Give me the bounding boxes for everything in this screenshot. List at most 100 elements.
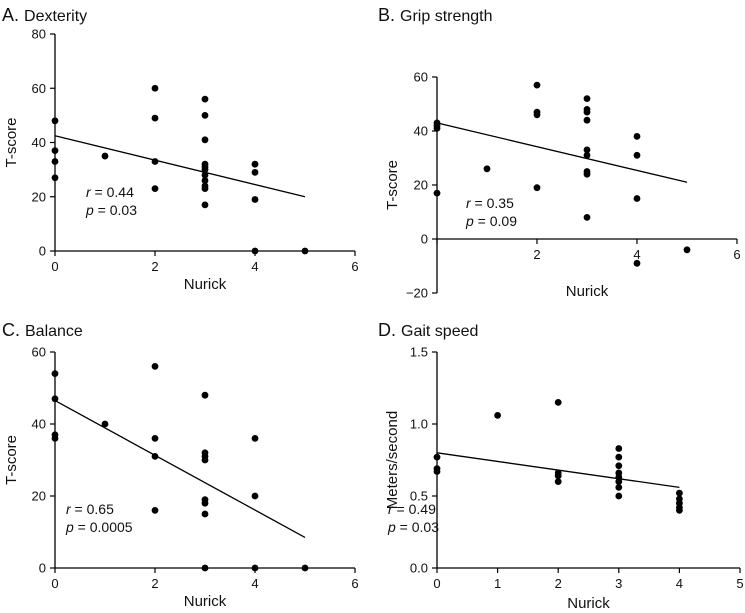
- panel-d-r-value: r = 0.49: [388, 501, 436, 517]
- panel-b-y-tick-label: 60: [414, 70, 428, 85]
- panel-a-data-point: [201, 111, 209, 119]
- panel-c-x-tick-label: 2: [151, 576, 158, 591]
- panel-a-data-point: [251, 247, 259, 255]
- panel-a-data-point: [201, 185, 209, 193]
- panel-b-data-point: [633, 259, 641, 267]
- panel-a-data-point: [151, 158, 159, 165]
- panel-a-data-point: [151, 114, 159, 122]
- panel-c-data-point: [151, 453, 159, 460]
- panel-a-p-value: p = 0.03: [85, 202, 137, 218]
- panel-a-y-tick-label: 0: [39, 244, 46, 259]
- panel-b-x-tick-label: 6: [733, 247, 740, 262]
- panel-c-y-tick-label: 40: [32, 417, 46, 432]
- panel-c-x-tick-label: 4: [251, 576, 258, 591]
- panel-a-title: A. Dexterity: [2, 5, 87, 25]
- panel-a-trend-line: [54, 135, 306, 198]
- panel-d-data-point: [433, 453, 441, 461]
- panel-a-y-tick-label: 60: [32, 81, 46, 96]
- panel-b-data-point: [533, 111, 541, 119]
- panel-c-data-point: [201, 391, 209, 399]
- panel-a-data-point: [51, 147, 59, 155]
- panel-b-y-tick-label: −20: [406, 286, 428, 301]
- panel-a-data-point: [51, 117, 59, 125]
- panel-a-data-point: [51, 174, 59, 182]
- panel-b-data-point: [583, 116, 591, 124]
- panel-a-x-tick-label: 6: [351, 259, 358, 274]
- panel-c-data-point: [51, 435, 59, 442]
- panel-a-data-point: [201, 177, 209, 184]
- panel-d-x-tick-label: 1: [494, 576, 501, 591]
- panel-d-data-point: [494, 411, 501, 419]
- panel-a-data-point: [151, 185, 159, 193]
- panel-b-data-point: [483, 165, 491, 173]
- panel-b-data-point: [583, 108, 591, 116]
- panel-a-y-tick-label: 80: [32, 27, 46, 42]
- panel-d-data-point: [615, 483, 623, 491]
- panel-d-data-point: [676, 507, 683, 514]
- panel-a-data-point: [201, 201, 209, 209]
- panel-d-data-point: [554, 472, 562, 480]
- panel-d-title: D. Gait speed: [378, 320, 478, 340]
- panel-c-data-point: [101, 420, 109, 428]
- panel-d-x-tick-label: 3: [615, 576, 622, 591]
- panel-a-data-point: [251, 160, 259, 168]
- panel-a-x-axis-label: Nurick: [184, 276, 227, 293]
- panel-a-r-value: r = 0.44: [86, 184, 134, 200]
- panel-b-y-axis-label: T-score: [384, 160, 401, 210]
- panel-a-y-tick-label: 20: [32, 189, 46, 204]
- panel-d-data-point: [615, 478, 623, 485]
- panel-c-data-point: [251, 564, 259, 572]
- panel-a-data-point: [251, 168, 259, 176]
- panel-d-data-point: [676, 489, 683, 497]
- panel-c-data-point: [201, 510, 209, 518]
- panel-b-x-axis-label: Nurick: [566, 283, 609, 300]
- panel-d-y-tick-label: 0.5: [410, 489, 428, 504]
- panel-c-x-tick-label: 0: [51, 576, 58, 591]
- panel-b-data-point: [683, 246, 691, 254]
- panel-c-data-point: [151, 507, 159, 514]
- panel-b-data-point: [433, 189, 441, 197]
- panel-c-data-point: [251, 492, 259, 500]
- panel-d-p-value: p = 0.03: [387, 519, 439, 535]
- panel-a-data-point: [51, 158, 59, 165]
- panel-d-y-tick-label: 1.5: [410, 345, 428, 360]
- panel-d-x-axis-label: Nurick: [567, 595, 610, 612]
- panel-d-x-tick-label: 2: [555, 576, 562, 591]
- panel-c-p-value: p = 0.0005: [65, 519, 133, 535]
- panel-d-y-axis-label: Meters/second: [384, 411, 401, 509]
- panel-c-title: C. Balance: [2, 320, 83, 340]
- panel-b-data-point: [433, 124, 441, 132]
- panel-b-data-point: [583, 95, 591, 102]
- panel-b-x-tick-label: 2: [533, 247, 540, 262]
- panel-d-data-point: [433, 468, 441, 475]
- panel-a-x-tick-label: 2: [151, 259, 158, 274]
- panel-d-data-point: [554, 478, 562, 485]
- panel-d-y-tick-label: 1.0: [410, 417, 428, 432]
- panel-a-data-point: [301, 247, 309, 255]
- panel-b-p-value: p = 0.09: [465, 213, 517, 229]
- panel-a-y-axis-label: T-score: [3, 117, 20, 167]
- panel-b-data-point: [533, 184, 541, 192]
- panel-b-data-point: [633, 151, 641, 159]
- panel-b-r-value: r = 0.35: [466, 195, 514, 211]
- panel-c-data-point: [151, 435, 159, 442]
- panel-d-data-point: [615, 462, 623, 470]
- panel-c-r-value: r = 0.65: [66, 501, 114, 517]
- panel-c-data-point: [201, 499, 209, 507]
- panel-b-y-tick-label: 0: [421, 232, 428, 247]
- panel-b-y-tick-label: 40: [414, 124, 428, 139]
- panel-d-x-tick-label: 4: [676, 576, 683, 591]
- panel-a-data-point: [201, 136, 209, 144]
- panel-c-x-tick-label: 6: [351, 576, 358, 591]
- panel-b-trend-line: [436, 122, 688, 183]
- panel-b-x-tick-label: 4: [633, 247, 640, 262]
- panel-c-data-point: [251, 435, 259, 442]
- panel-d-data-point: [615, 445, 623, 452]
- panel-a-data-point: [201, 171, 209, 179]
- panel-d-data-point: [615, 492, 623, 500]
- panel-c-data-point: [301, 564, 309, 572]
- panel-c-data-point: [201, 564, 209, 572]
- panel-a-data-point: [201, 166, 209, 174]
- panel-b-y-tick-label: 20: [414, 178, 428, 193]
